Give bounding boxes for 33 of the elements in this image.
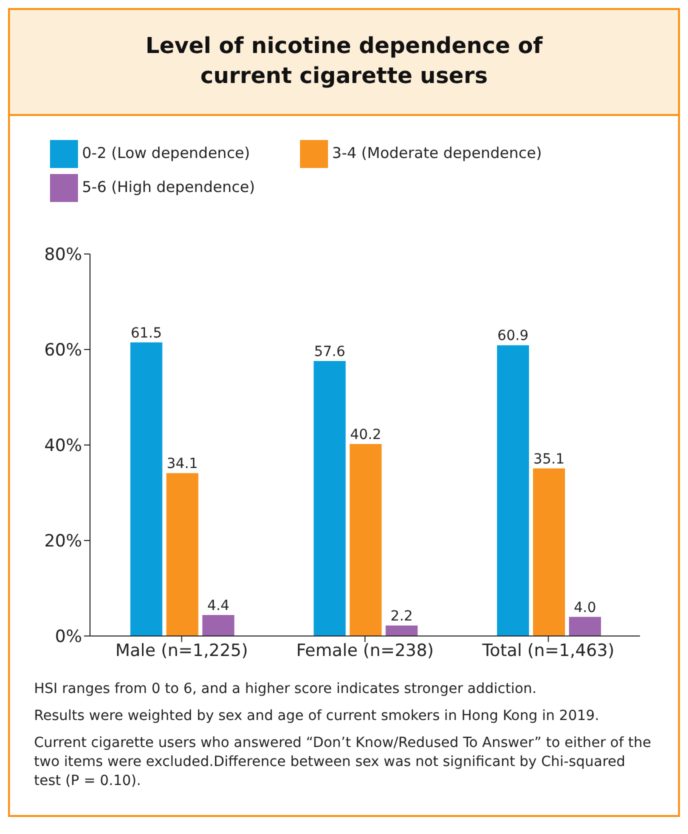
y-tick-label: 80% <box>44 245 82 266</box>
bar <box>314 360 346 636</box>
x-tick-label: Male (n=1,225) <box>115 641 248 662</box>
chart-title: Level of nicotine dependence of current cigarette users <box>10 10 678 116</box>
bar <box>166 473 198 636</box>
y-tick-label: 60% <box>44 340 82 361</box>
data-label: 2.2 <box>390 608 413 624</box>
data-label: 35.1 <box>533 451 565 468</box>
data-label: 4.4 <box>207 598 230 614</box>
legend-label: 5-6 (High dependence) <box>82 178 255 196</box>
data-label: 40.2 <box>350 427 382 444</box>
bar <box>202 614 234 636</box>
bar <box>386 625 418 636</box>
bar <box>130 342 162 636</box>
bar <box>569 616 601 636</box>
legend-label: 3-4 (Moderate dependence) <box>332 144 542 162</box>
x-tick-label: Total (n=1,463) <box>481 641 614 662</box>
bar <box>497 345 529 636</box>
data-label: 61.5 <box>130 325 162 342</box>
y-tick-label: 20% <box>44 532 82 552</box>
bar <box>350 444 382 636</box>
text: Current cigarette users who answered “Don’t Know/Redused To Answer” to either of the two items were excluded.Difference between sex was not significant by Chi-squared test (P = 0.10). <box>34 734 652 791</box>
data-label: 34.1 <box>166 456 198 472</box>
y-tick-label: 40% <box>44 436 82 456</box>
text: HSI ranges from 0 to 6, and a higher score indicates stronger addiction. <box>34 680 538 699</box>
x-tick-label: Female (n=238) <box>296 641 434 662</box>
data-label: 57.6 <box>314 344 346 360</box>
bar <box>533 468 565 636</box>
y-tick-label: 0% <box>55 627 82 648</box>
text: Results were weighted by sex and age of current smokers in Hong Kong in 2019. <box>34 707 600 726</box>
data-label: 60.9 <box>497 328 529 344</box>
legend-label: 0-2 (Low dependence) <box>82 144 250 162</box>
data-label: 4.0 <box>574 600 596 616</box>
